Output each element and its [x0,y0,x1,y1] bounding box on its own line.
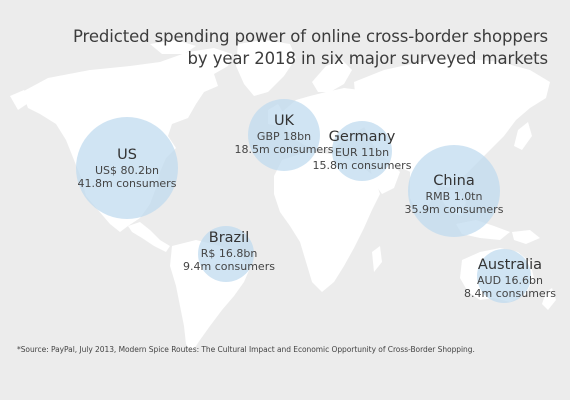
market-name: China [433,173,475,189]
spend-value: US$ 80.2bn [95,164,159,177]
scandinavia-landmass [312,60,352,92]
brazil-market-bubble [198,226,254,282]
market-name: Germany [328,129,396,145]
uk-market-bubble [248,99,320,171]
market-name: Brazil [208,230,250,246]
consumer-count: 35.9m consumers [404,203,504,216]
consumer-count: 41.8m consumers [77,177,177,190]
new-zealand-landmass [542,288,556,310]
consumer-count: 9.4m consumers [183,260,275,273]
central-america-landmass [128,222,170,252]
china-market-bubble [408,145,500,237]
africa-landmass [274,152,380,292]
market-name: UK [273,113,295,129]
alaska-landmass [10,90,30,110]
germany-market-bubble [332,121,392,181]
market-name: US [117,147,137,163]
chart-title-line-2: by year 2018 in six major surveyed marke… [187,49,549,68]
market-name: Australia [477,257,543,273]
chart-title-line-1: Predicted spending power of online cross… [72,27,548,46]
spend-value: RMB 1.0tn [425,190,483,203]
us-market-bubble [76,117,178,219]
consumer-count: 8.4m consumers [464,287,556,300]
arctic-islands [150,40,196,54]
japan-landmass [514,122,532,150]
consumer-count: 15.8m consumers [312,159,412,172]
spend-value: AUD 16.6bn [477,274,543,287]
us-market-label: US US$ 80.2bn 41.8m consumers [72,146,182,190]
asia-landmass [354,58,550,188]
spend-value: EUR 11bn [334,146,390,159]
uk-market-label: UK GBP 18bn 18.5m consumers [234,112,334,156]
australia-market-label: Australia AUD 16.6bn 8.4m consumers [462,256,558,300]
madagascar-landmass [372,246,382,272]
greenland-landmass [236,40,296,96]
spend-value: R$ 16.8bn [200,247,258,260]
new-guinea-landmass [512,230,540,244]
china-market-label: China RMB 1.0tn 35.9m consumers [403,172,505,216]
spend-value: GBP 18bn [256,130,312,143]
consumer-count: 18.5m consumers [234,143,334,156]
brazil-market-label: Brazil R$ 16.8bn 9.4m consumers [181,229,277,273]
germany-market-label: Germany EUR 11bn 15.8m consumers [312,128,412,172]
australia-market-bubble [477,249,531,303]
source-footnote: *Source: PayPal, July 2013, Modern Spice… [17,345,475,354]
